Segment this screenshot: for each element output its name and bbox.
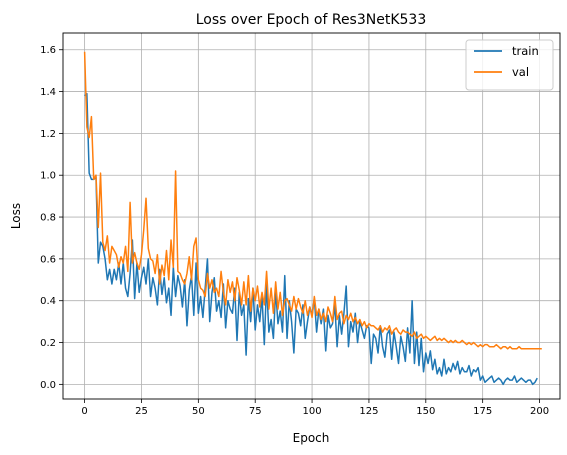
y-tick-label: 0.2 [40,338,56,349]
y-tick-label: 1.0 [40,171,56,182]
y-axis-label: Loss [9,203,23,229]
y-tick-label: 0.0 [40,380,56,391]
y-tick-label: 1.6 [40,45,56,56]
x-tick-label: 100 [303,406,322,417]
legend-label-val: val [512,65,529,79]
x-tick-label: 75 [249,406,262,417]
x-tick-label: 175 [473,406,492,417]
plot-frame [62,32,561,400]
y-tick-label: 1.4 [40,87,56,98]
legend: train val [465,39,554,91]
chart-title: Loss over Epoch of Res3NetK533 [196,12,426,28]
x-tick-label: 150 [416,406,435,417]
y-tick-label: 0.8 [40,213,56,224]
series-line-val [83,51,542,350]
y-tick-label: 0.4 [40,296,56,307]
x-axis-label: Epoch [293,431,330,445]
y-tick-label: 1.2 [40,129,56,140]
series-layer [83,51,542,386]
x-tick-label: 25 [135,406,148,417]
x-tick-label: 125 [359,406,378,417]
x-tick-label: 50 [192,406,205,417]
y-tick-label: 0.6 [40,254,56,265]
axis-ticks: 0 25 50 75 100 125 150 175 200 0.0 0.2 0.4 0.6 0.8 1.0… [40,45,549,417]
legend-label-train: train [512,44,539,58]
grid-lines [63,33,560,399]
legend-box [465,39,554,91]
x-tick-label: 0 [81,406,87,417]
x-tick-label: 200 [530,406,549,417]
